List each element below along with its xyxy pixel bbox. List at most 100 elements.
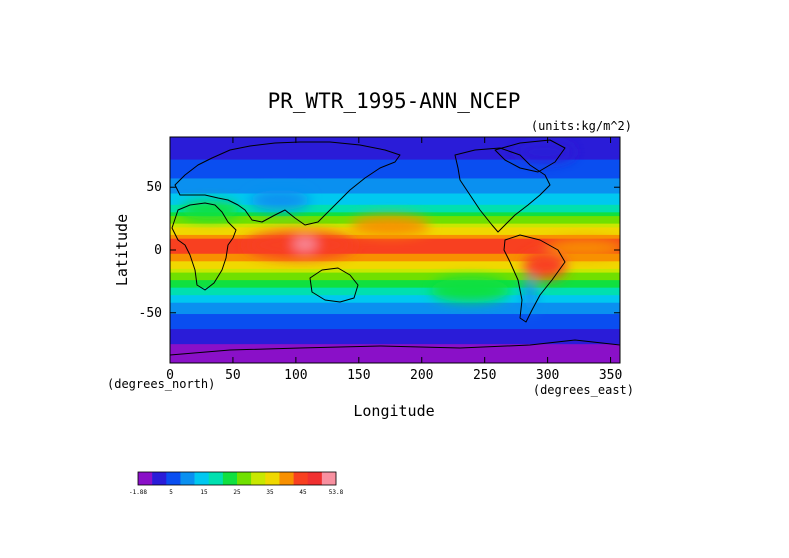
latitude-band — [170, 310, 620, 315]
continent-outlines — [170, 139, 620, 356]
latitude-band — [170, 306, 620, 311]
x-tick-label: 200 — [410, 368, 433, 383]
colorbar-frame — [137, 471, 337, 486]
colorbar-label: 25 — [233, 489, 241, 496]
field-anomalies — [180, 142, 620, 313]
latitude-band — [170, 140, 620, 146]
latitude-band — [170, 280, 620, 285]
latitude-band — [170, 257, 620, 262]
greenland-dry — [515, 142, 575, 162]
sahara-dry — [180, 201, 240, 219]
colorbar-swatch — [152, 472, 167, 485]
latitude-band — [170, 208, 620, 213]
latitude-band — [170, 317, 620, 323]
colorbar-label: 15 — [200, 489, 208, 496]
australia-outline — [309, 267, 359, 303]
latitude-band — [170, 265, 620, 270]
latitude-band — [170, 276, 620, 281]
colorbar-swatch — [222, 472, 238, 485]
colorbar-swatch — [237, 472, 252, 485]
colorbar-label: 35 — [266, 489, 274, 496]
latitude-band — [170, 234, 620, 240]
latitude-band — [170, 287, 620, 292]
atlantic-itcz — [545, 239, 620, 257]
latitude-band — [170, 295, 620, 300]
colorbar-swatch — [180, 472, 195, 485]
latitude-band — [170, 155, 620, 161]
latitude-band — [170, 336, 620, 341]
colorbar-swatch — [138, 472, 153, 485]
latitude-band — [170, 283, 620, 289]
latitude-band — [170, 351, 620, 356]
x-tick-label: 250 — [473, 368, 496, 383]
latitude-band — [170, 137, 620, 142]
latitude-band — [170, 347, 620, 353]
latitude-band — [170, 170, 620, 176]
y-axis-label: Latitude — [113, 214, 131, 286]
colorbar-swatch — [194, 472, 210, 485]
latitude-band — [170, 272, 620, 277]
east-pacific-dry — [430, 278, 510, 302]
latitude-band — [170, 144, 620, 149]
north-america-outline — [454, 147, 551, 233]
latitude-band — [170, 325, 620, 330]
latitude-band — [170, 193, 620, 198]
colorbar-swatch — [279, 472, 294, 485]
x-tick-label: 50 — [225, 368, 241, 383]
latitude-band — [170, 250, 620, 255]
x-tick-label: 300 — [536, 368, 559, 383]
colorbar-swatch — [208, 472, 224, 485]
latitude-band — [170, 329, 620, 334]
latitude-band — [170, 246, 620, 251]
latitude-band — [170, 182, 620, 187]
map-panel — [170, 137, 620, 363]
amazon-moist — [523, 251, 567, 279]
latitude-band — [170, 167, 620, 172]
colorbar-swatch — [321, 472, 337, 485]
colorbar: -1.88 5 15 25 35 45 53.8 — [129, 471, 344, 496]
colorbar-swatch — [166, 472, 181, 485]
colorbar-label: 45 — [299, 489, 307, 496]
latitude-band — [170, 359, 620, 363]
tibet-dry — [250, 190, 310, 210]
west-pacific-moist — [350, 216, 430, 236]
latitude-band — [170, 201, 620, 206]
latitude-band — [170, 340, 620, 345]
units-label: (units:kg/m^2) — [531, 119, 632, 133]
latitude-band — [170, 185, 620, 191]
x-axis-label: Longitude — [353, 402, 434, 420]
latitude-band — [170, 197, 620, 202]
latitude-band — [170, 238, 620, 243]
latitude-band — [170, 355, 620, 360]
latitude-band — [170, 242, 620, 247]
latitude-band — [170, 314, 620, 319]
latitude-band — [170, 298, 620, 304]
y-tick-label: 50 — [146, 180, 162, 195]
latitude-band — [170, 148, 620, 153]
andes-dry — [524, 277, 536, 313]
latitude-band — [170, 268, 620, 274]
latitude-band — [170, 332, 620, 338]
y-tick-label: -50 — [139, 306, 162, 321]
eurasia-outline — [174, 141, 401, 226]
x-tick-label: 100 — [284, 368, 307, 383]
latitude-band — [170, 152, 620, 157]
colorbar-swatch — [307, 472, 323, 485]
antarctica-outline — [170, 339, 620, 356]
latitude-band — [170, 204, 620, 210]
colorbar-label: -1.88 — [129, 489, 147, 496]
colorbar-swatch — [293, 472, 309, 485]
x-axis-ticks: 0 50 100 150 200 250 300 350 — [166, 137, 622, 383]
colorbar-swatch — [251, 472, 266, 485]
x-unit-label: (degrees_east) — [533, 383, 634, 397]
colorbar-swatch — [265, 472, 280, 485]
south-america-outline — [503, 234, 566, 323]
x-tick-label: 350 — [599, 368, 622, 383]
latitude-band — [170, 302, 620, 307]
warm-pool-core — [293, 237, 317, 251]
latitude-band — [170, 261, 620, 266]
latitude-band — [170, 321, 620, 326]
latitude-band — [170, 178, 620, 183]
colorbar-label: 5 — [169, 489, 173, 496]
